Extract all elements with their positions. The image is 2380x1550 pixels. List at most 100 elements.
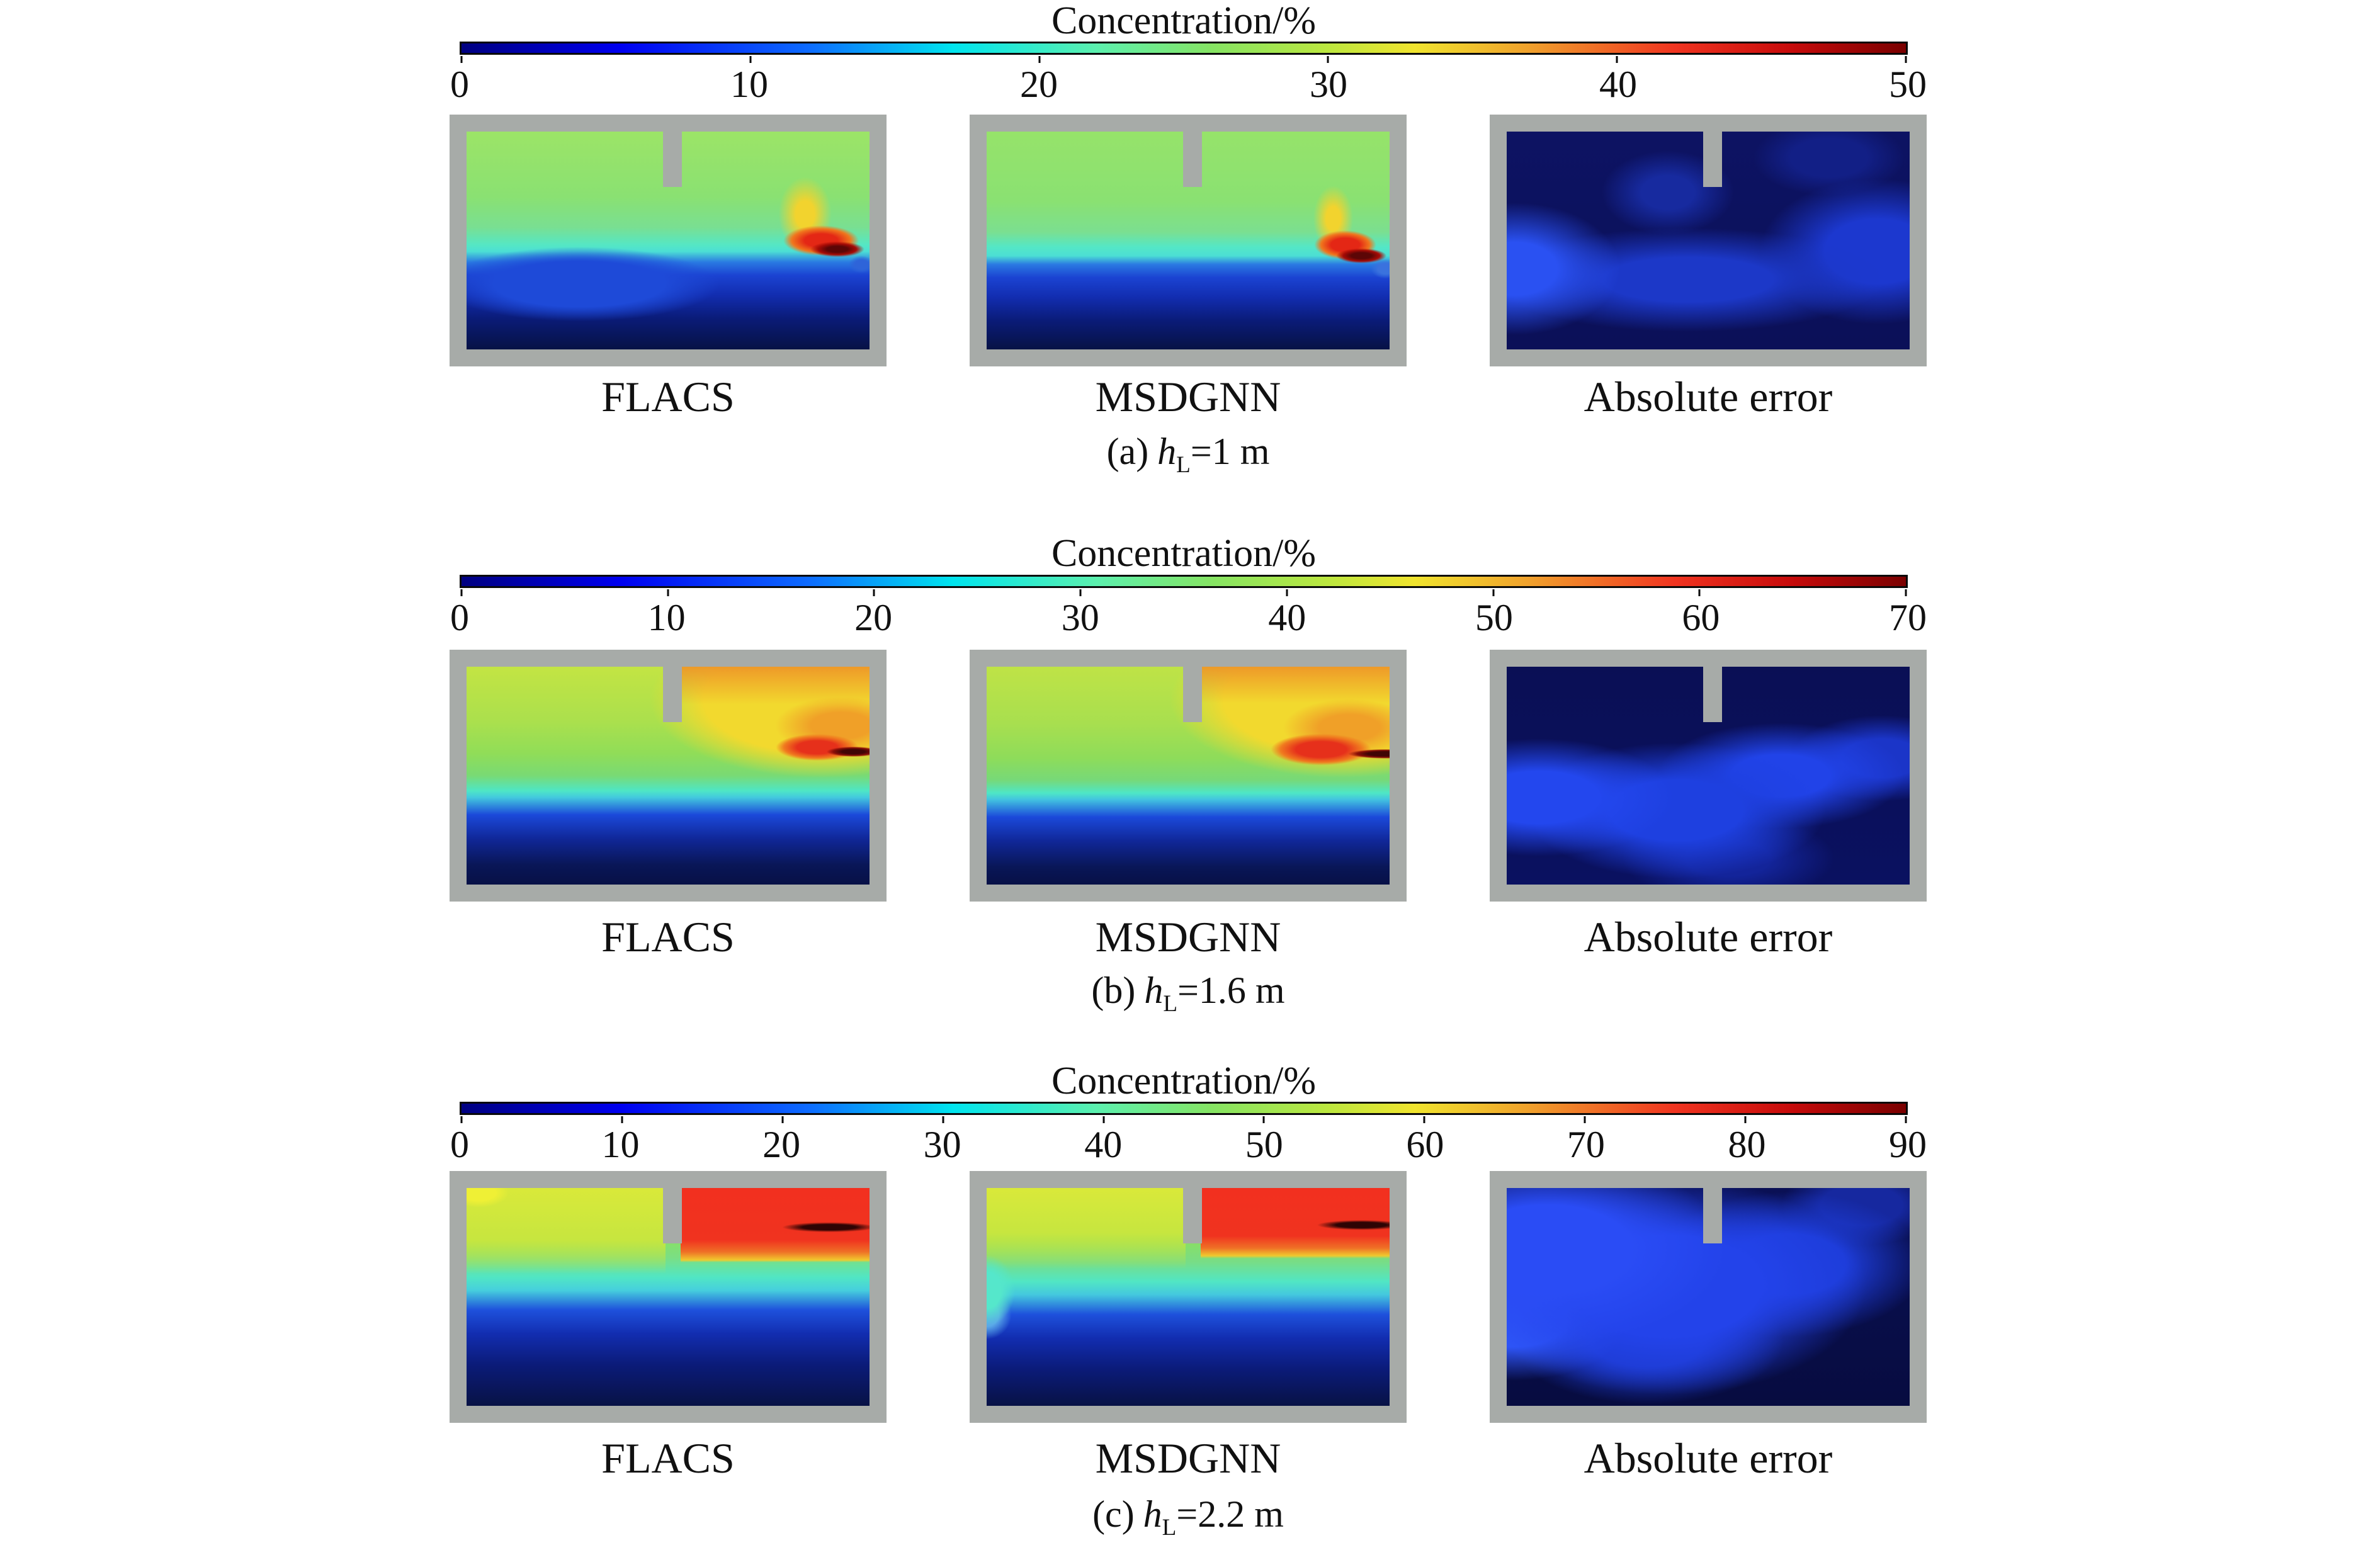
caption-index: (c) bbox=[1092, 1493, 1135, 1535]
caption-variable: h bbox=[1143, 1493, 1162, 1535]
tick-mark bbox=[1492, 589, 1495, 596]
tick-label: 60 bbox=[1682, 597, 1720, 638]
colorbar-title-a: Concentration/% bbox=[1051, 0, 1317, 42]
tick-mark bbox=[749, 56, 752, 63]
tick-mark bbox=[621, 1116, 623, 1123]
panel-label-flacs-b: FLACS bbox=[601, 913, 735, 961]
tick-label: 10 bbox=[647, 597, 686, 638]
tick-label: 70 bbox=[1889, 597, 1927, 638]
caption-index: (b) bbox=[1091, 970, 1136, 1011]
tick-label: 40 bbox=[1599, 64, 1637, 105]
panel-label-error-a: Absolute error bbox=[1584, 373, 1833, 421]
tick-mark bbox=[1698, 589, 1701, 596]
tick-mark bbox=[1262, 1116, 1265, 1123]
heatmap-msdgnn-b bbox=[987, 667, 1390, 885]
tick-mark bbox=[1423, 1116, 1425, 1123]
tick-mark bbox=[1905, 1116, 1907, 1123]
panel-label-flacs-c: FLACS bbox=[601, 1434, 735, 1482]
ceiling-baffle bbox=[1183, 1188, 1202, 1243]
tick-label: 10 bbox=[601, 1124, 640, 1165]
tick-mark bbox=[460, 589, 463, 596]
tick-mark bbox=[460, 56, 463, 63]
tick-mark bbox=[667, 589, 669, 596]
tick-mark bbox=[1905, 56, 1907, 63]
heatmap-flacs-b bbox=[467, 667, 870, 885]
tick-label: 30 bbox=[1310, 64, 1347, 105]
tick-label: 50 bbox=[1475, 597, 1513, 638]
tick-label: 0 bbox=[450, 597, 469, 638]
tick-label: 90 bbox=[1889, 1124, 1927, 1165]
tick-mark bbox=[1616, 56, 1618, 63]
caption-value: =1.6 m bbox=[1177, 970, 1285, 1011]
panel-label-msdgnn-c: MSDGNN bbox=[1095, 1434, 1281, 1482]
tick-label: 70 bbox=[1567, 1124, 1605, 1165]
colorbar-ticks-b: 0 10 20 30 40 50 60 70 bbox=[450, 597, 1927, 643]
tick-label: 30 bbox=[923, 1124, 961, 1165]
colorbar-a bbox=[460, 42, 1908, 63]
panel-label-error-c: Absolute error bbox=[1584, 1434, 1833, 1482]
caption-index: (a) bbox=[1106, 431, 1149, 472]
tick-label: 0 bbox=[450, 1124, 469, 1165]
tick-label: 20 bbox=[762, 1124, 801, 1165]
ceiling-baffle bbox=[663, 667, 682, 722]
panel-label-msdgnn-b: MSDGNN bbox=[1095, 913, 1281, 961]
panel-flacs-a bbox=[450, 115, 887, 366]
tick-label: 10 bbox=[730, 64, 768, 105]
tick-mark bbox=[1584, 1116, 1586, 1123]
heatmap-flacs-c bbox=[467, 1188, 870, 1406]
caption-subscript: L bbox=[1163, 991, 1178, 1017]
heatmap-msdgnn-a bbox=[987, 132, 1390, 349]
ceiling-baffle bbox=[663, 132, 682, 187]
tick-mark bbox=[1905, 589, 1907, 596]
colorbar-title-c: Concentration/% bbox=[1051, 1060, 1317, 1102]
tick-label: 50 bbox=[1245, 1124, 1283, 1165]
tick-label: 50 bbox=[1889, 64, 1927, 105]
caption-variable: h bbox=[1157, 431, 1177, 472]
colorbar-c bbox=[460, 1102, 1908, 1123]
colorbar-title-b: Concentration/% bbox=[1051, 532, 1317, 575]
heatmap-error-c bbox=[1507, 1188, 1910, 1406]
ceiling-baffle bbox=[1703, 1188, 1722, 1243]
tick-mark bbox=[460, 1116, 463, 1123]
tick-label: 80 bbox=[1728, 1124, 1766, 1165]
ceiling-baffle bbox=[1703, 132, 1722, 187]
colorbar-ticks-c: 0 10 20 30 40 50 60 70 80 90 bbox=[450, 1124, 1927, 1170]
tick-mark bbox=[1327, 56, 1329, 63]
panel-error-b bbox=[1490, 650, 1927, 902]
tick-mark bbox=[1079, 589, 1082, 596]
heatmap-msdgnn-c bbox=[987, 1188, 1390, 1406]
heatmap-error-a bbox=[1507, 132, 1910, 349]
ceiling-baffle bbox=[1183, 132, 1202, 187]
tick-mark bbox=[781, 1116, 784, 1123]
tick-mark bbox=[942, 1116, 944, 1123]
ceiling-baffle bbox=[1703, 667, 1722, 722]
tick-mark bbox=[1102, 1116, 1105, 1123]
panel-error-c bbox=[1490, 1171, 1927, 1423]
subfigure-caption-b: (b) hL=1.6 m bbox=[450, 970, 1927, 1025]
caption-variable: h bbox=[1144, 970, 1164, 1011]
tick-mark bbox=[1038, 56, 1041, 63]
panel-label-flacs-a: FLACS bbox=[601, 373, 735, 421]
tick-label: 20 bbox=[1020, 64, 1058, 105]
tick-mark bbox=[1286, 589, 1288, 596]
ceiling-baffle bbox=[663, 1188, 682, 1243]
heatmap-flacs-a bbox=[467, 132, 870, 349]
tick-mark bbox=[1744, 1116, 1747, 1123]
panel-msdgnn-b bbox=[970, 650, 1407, 902]
tick-mark bbox=[873, 589, 875, 596]
caption-subscript: L bbox=[1176, 452, 1191, 478]
subfigure-caption-a: (a) hL=1 m bbox=[450, 431, 1927, 486]
tick-label: 40 bbox=[1268, 597, 1306, 638]
panel-error-a bbox=[1490, 115, 1927, 366]
subfigure-caption-c: (c) hL=2.2 m bbox=[450, 1493, 1927, 1549]
colorbar-b bbox=[460, 575, 1908, 596]
caption-subscript: L bbox=[1162, 1515, 1177, 1541]
panel-msdgnn-c bbox=[970, 1171, 1407, 1423]
panel-label-msdgnn-a: MSDGNN bbox=[1095, 373, 1281, 421]
tick-label: 40 bbox=[1084, 1124, 1123, 1165]
panel-flacs-c bbox=[450, 1171, 887, 1423]
heatmap-error-b bbox=[1507, 667, 1910, 885]
caption-value: =1 m bbox=[1190, 431, 1270, 472]
tick-label: 60 bbox=[1406, 1124, 1444, 1165]
